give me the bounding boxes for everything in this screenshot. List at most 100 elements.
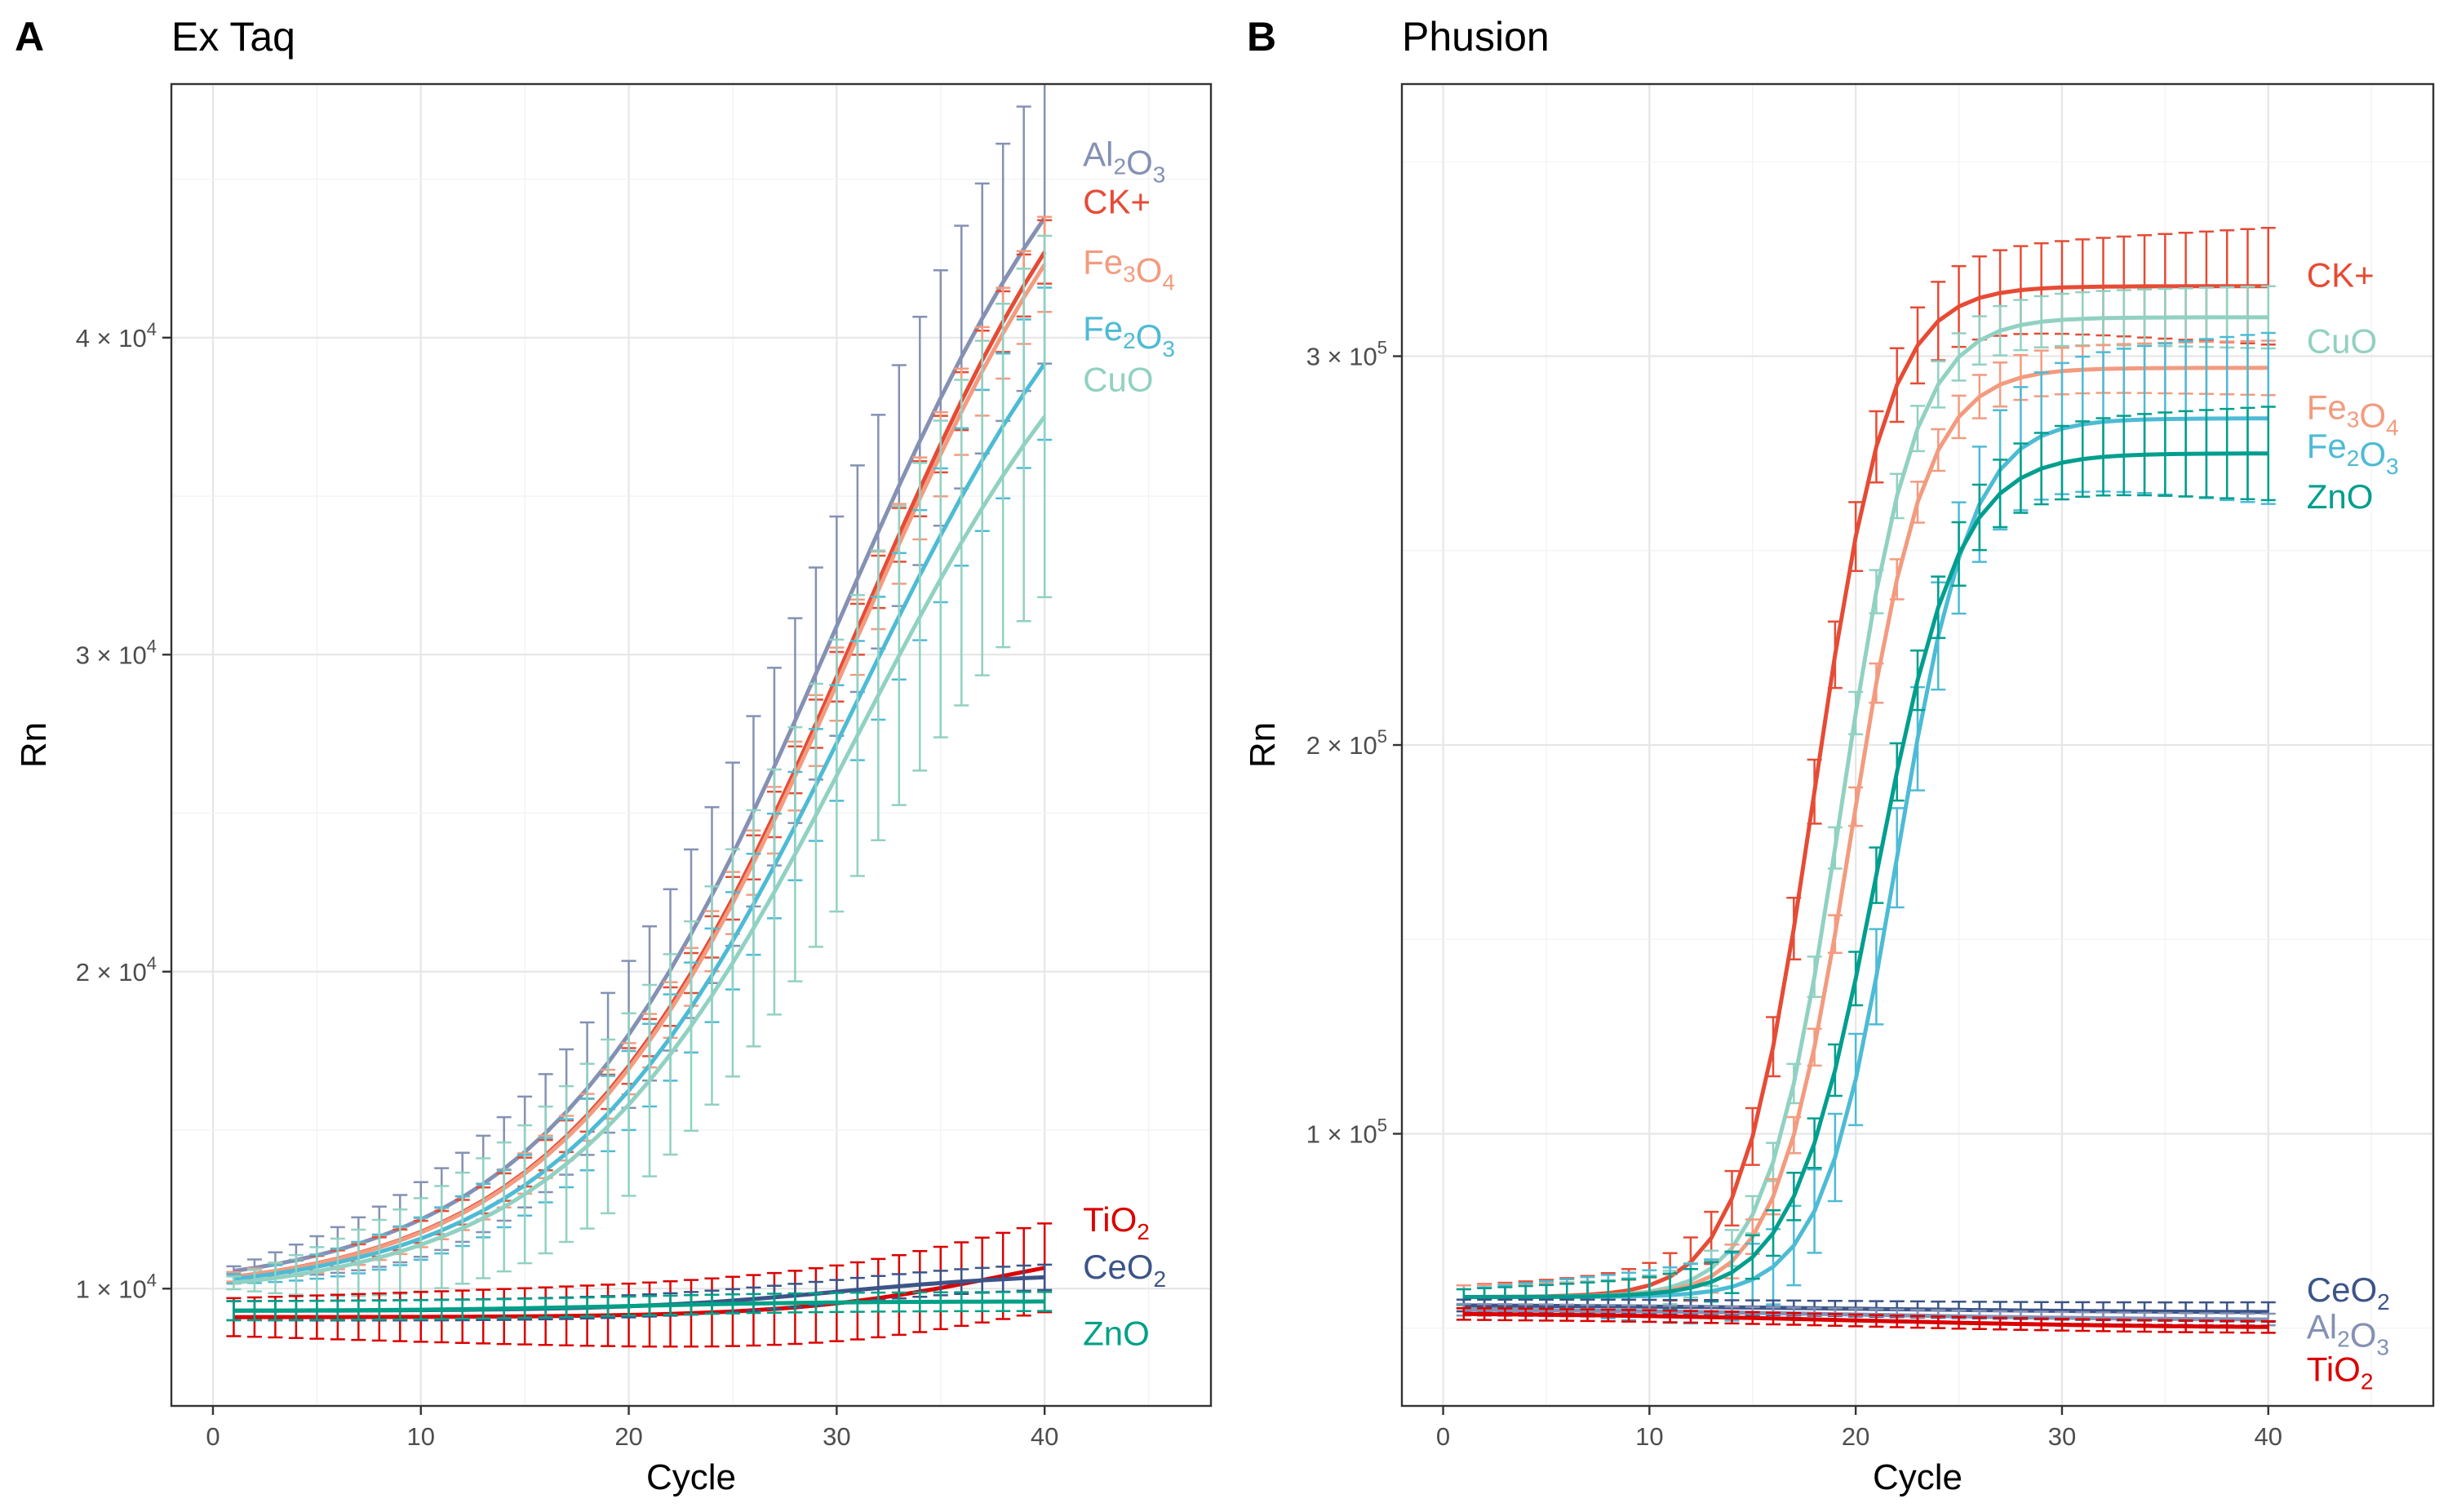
x-tick-label: 20 — [614, 1422, 642, 1451]
series-label-ceo2: CeO2 — [1083, 1248, 1166, 1292]
subscript: 2 — [1114, 153, 1127, 179]
series-line — [233, 415, 1047, 1285]
y-tick-label-exponent: 5 — [1377, 726, 1387, 747]
series-line — [1463, 1303, 2268, 1315]
subscript: 2 — [2347, 446, 2360, 471]
series-layer — [1456, 227, 2276, 1334]
label-text: CK+ — [1083, 183, 1151, 221]
y-tick-label-exponent: 5 — [1377, 1115, 1387, 1135]
series-label-fe2o3: Fe2O3 — [1083, 309, 1175, 361]
series-al2o3 — [226, 84, 1053, 1278]
label-text: O — [2350, 1315, 2377, 1354]
y-tick-label: 1 × 105 — [1306, 1115, 1387, 1148]
panel-border — [170, 82, 1213, 1408]
series-line — [1463, 1307, 2268, 1322]
x-axis-title: Cycle — [646, 1457, 736, 1497]
x-axis: 0 10 20 30 40 — [1436, 1406, 2282, 1451]
y-tick-label-exponent: 5 — [1377, 338, 1387, 358]
y-tick-label-base: 3 × 10 — [76, 641, 147, 669]
series-label-fe3o4: Fe3O4 — [2307, 388, 2399, 440]
label-text: O — [1126, 143, 1153, 181]
label-text: Fe — [1083, 243, 1123, 282]
series-line — [233, 216, 1047, 1274]
x-tick-label: 40 — [1031, 1422, 1058, 1451]
subscript: 2 — [1137, 1219, 1150, 1244]
error-bar — [1037, 234, 1053, 599]
series-tio2 — [1456, 1306, 2276, 1334]
plot-background — [171, 84, 1211, 1406]
y-tick-label-exponent: 4 — [147, 953, 157, 973]
y-tick-label-base: 2 × 10 — [76, 958, 147, 987]
subscript: 2 — [2377, 1289, 2390, 1315]
subscript: 2 — [1123, 328, 1136, 353]
label-text: ZnO — [2307, 477, 2374, 516]
subscript: 2 — [2361, 1369, 2374, 1394]
series-label-cuo: CuO — [1083, 360, 1153, 398]
series-line — [233, 1299, 1045, 1313]
y-tick-label-exponent: 4 — [147, 1270, 157, 1290]
y-tick-label-base: 1 × 10 — [76, 1275, 147, 1303]
x-tick-label: 40 — [2255, 1422, 2282, 1451]
subscript: 2 — [1154, 1266, 1167, 1292]
x-tick-label: 30 — [823, 1422, 850, 1451]
series-line — [1463, 451, 2268, 1299]
label-text: O — [2359, 435, 2386, 473]
label-text: CeO — [2307, 1270, 2377, 1309]
series-label-al2o3: Al2O3 — [1083, 135, 1165, 187]
series-zno — [226, 1291, 1053, 1322]
label-text: Fe — [2307, 388, 2347, 426]
y-tick-label-base: 3 × 10 — [1306, 343, 1377, 371]
subscript: 3 — [2376, 1334, 2389, 1359]
subscript: 4 — [2386, 415, 2399, 440]
x-tick-label: 10 — [407, 1422, 435, 1451]
label-text: Al — [1083, 135, 1113, 173]
series-cuo — [226, 234, 1053, 1297]
y-tick-label: 3 × 105 — [1306, 338, 1387, 371]
subscript: 2 — [2337, 1326, 2350, 1351]
label-text: CK+ — [2307, 255, 2375, 294]
y-tick-label: 4 × 104 — [76, 319, 157, 353]
label-text: Fe — [2307, 427, 2347, 465]
y-tick-label-base: 4 × 10 — [76, 324, 147, 353]
series-line — [1463, 1311, 2268, 1329]
label-text: CuO — [2307, 321, 2377, 360]
series-label-zno: ZnO — [2307, 477, 2374, 516]
y-tick-label: 1 × 104 — [76, 1270, 157, 1303]
subscript: 3 — [2347, 406, 2360, 432]
grid — [171, 84, 1211, 1406]
y-tick-label-exponent: 4 — [147, 319, 157, 339]
series-label-ck: CK+ — [2307, 255, 2375, 294]
panel-title: Ex Taq — [171, 14, 295, 60]
subscript: 3 — [1162, 336, 1175, 361]
subscript: 3 — [2386, 454, 2399, 479]
label-text: CeO — [1083, 1248, 1153, 1286]
label-text: TiO — [2307, 1350, 2361, 1389]
subscript: 3 — [1123, 262, 1136, 287]
y-tick-label: 2 × 105 — [1306, 726, 1387, 760]
y-axis-title: Rn — [1243, 722, 1283, 768]
x-tick-label: 0 — [1436, 1422, 1450, 1451]
x-axis-title: Cycle — [1873, 1457, 1962, 1497]
label-text: Al — [2307, 1307, 2337, 1346]
label-text: O — [2359, 396, 2386, 434]
y-axis-title: Rn — [14, 722, 54, 768]
label-text: TiO — [1083, 1200, 1137, 1239]
label-text: ZnO — [1083, 1315, 1150, 1353]
label-text: O — [1136, 251, 1163, 290]
series-label-ck: CK+ — [1083, 183, 1151, 221]
x-tick-label: 20 — [1842, 1422, 1869, 1451]
label-text: Fe — [1083, 309, 1123, 348]
series-label-tio2: TiO2 — [2307, 1350, 2374, 1394]
panel-title: Phusion — [1402, 14, 1550, 60]
x-tick-label: 30 — [2048, 1422, 2076, 1451]
series-line — [233, 362, 1047, 1281]
y-tick-label-base: 2 × 10 — [1306, 731, 1377, 760]
series-label-fe2o3: Fe2O3 — [2307, 427, 2399, 479]
x-tick-label: 0 — [206, 1422, 220, 1451]
